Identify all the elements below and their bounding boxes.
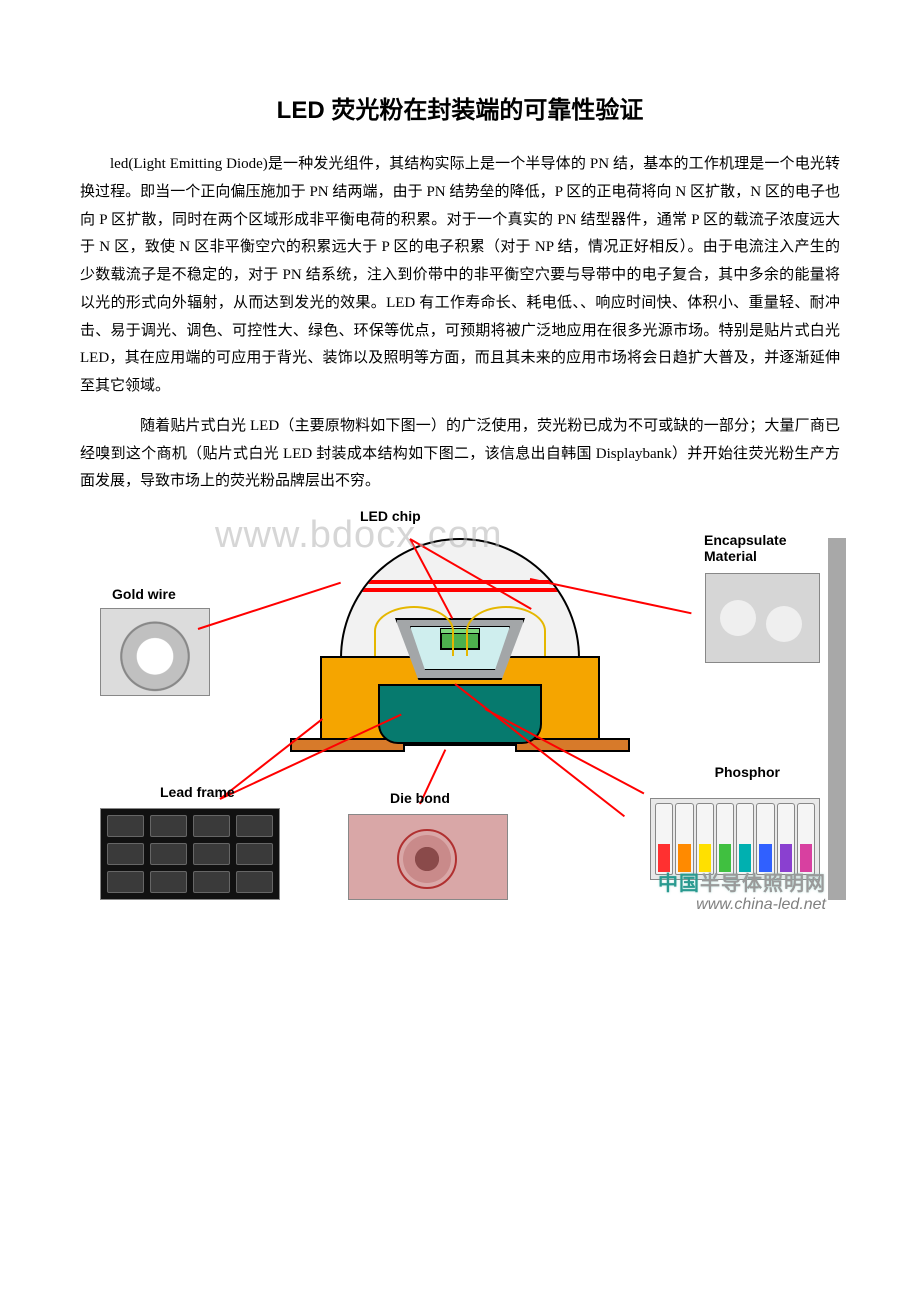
figure-container: www.bdocx.com LED chip Gold wire Encapsu… [80,508,840,908]
thumb-gold-wire [100,608,210,696]
heat-slug [378,684,542,744]
bond-wire-right [466,606,546,656]
site-cn-a: 中国 [658,873,700,895]
label-die-bond: Die bond [390,790,450,806]
site-watermark: 中国半导体照明网 www.china-led.net [658,867,826,914]
led-package-figure: www.bdocx.com LED chip Gold wire Encapsu… [100,508,820,908]
label-gold-wire: Gold wire [112,586,176,602]
thumb-lead-frame [100,808,280,900]
paragraph-2: 随着贴片式白光 LED（主要原物料如下图一）的广泛使用，荧光粉已成为不可或缺的一… [80,413,840,496]
page-title: LED 荧光粉在封装端的可靠性验证 [80,90,840,125]
thumb-encapsulate [705,573,820,663]
label-encapsulate: Encapsulate Material [704,532,814,564]
site-cn-b: 半导体照明网 [700,873,826,895]
label-lead-frame: Lead frame [160,784,235,800]
paragraph-1: led(Light Emitting Diode)是一种发光组件，其结构实际上是… [80,151,840,401]
dome-band [342,588,578,592]
label-led-chip: LED chip [360,508,421,524]
package-cross-section [300,538,620,778]
side-strip [828,538,846,900]
label-phosphor: Phosphor [715,764,780,780]
thumb-die-bond [348,814,508,900]
bond-wire-left [374,606,454,656]
site-url: www.china-led.net [658,896,826,914]
